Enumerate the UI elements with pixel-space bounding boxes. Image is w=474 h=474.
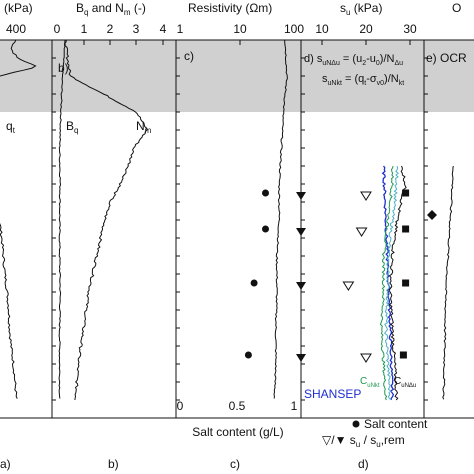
- salt-content-points: [244, 189, 269, 359]
- tick-b-3: 3: [133, 22, 140, 36]
- formula-kt: suNkt = (qt-σv0)/Nkt: [322, 73, 404, 87]
- shansep-label: SHANSEP: [304, 387, 361, 401]
- tick-c-10: 10: [233, 22, 247, 36]
- tick-d-20: 20: [359, 22, 373, 36]
- tick-d-30: 30: [403, 22, 417, 36]
- su-filled-marker: [296, 228, 306, 236]
- bq-label: Bq: [66, 119, 78, 135]
- su-marker: [402, 225, 410, 233]
- legend-salt-text: Salt content: [364, 417, 428, 431]
- tick-c-1: 1: [177, 22, 184, 36]
- ocr-marker: [427, 210, 437, 220]
- cu-ndu-curve: [388, 165, 407, 401]
- legend-salt-dot: [352, 420, 360, 428]
- bottom-axis-label: Salt content (g/L): [192, 425, 283, 439]
- su-marker: [399, 351, 407, 359]
- cu-ndu-label: CuNΔu: [394, 376, 416, 389]
- bottom-label-a: a): [0, 457, 11, 471]
- su-marker: [402, 189, 410, 197]
- qt-curve: [0, 39, 37, 399]
- tick-b-1: 1: [81, 22, 88, 36]
- bottom-axis: 0 0.5 1 Salt content (g/L): [177, 399, 298, 439]
- tick-a-400: 400: [6, 22, 26, 36]
- nm-label: Nm: [136, 119, 152, 135]
- depth-ticks: [52, 57, 428, 401]
- header-d: su (kPa): [340, 1, 382, 17]
- header-a: (kPa): [4, 1, 33, 15]
- qt-label: qt: [6, 119, 16, 135]
- shaded-band: [0, 40, 474, 112]
- legend: Salt content ▽/▼ su / su,rem: [322, 417, 428, 449]
- su-rem-marker: [360, 191, 372, 201]
- resistivity-curve: [273, 40, 288, 399]
- formula-du: d) suNΔu = (u2-u0)/NΔu: [304, 53, 403, 67]
- su-rem-marker: [360, 353, 372, 363]
- su-marker: [402, 279, 410, 287]
- bottom-tick-05: 0.5: [229, 399, 246, 413]
- tick-d-10: 10: [315, 22, 329, 36]
- salt-content-point: [262, 189, 269, 197]
- header-e: O: [452, 1, 461, 15]
- su-markers: [296, 189, 410, 363]
- tick-b-4: 4: [160, 22, 167, 36]
- bottom-tick-0: 0: [177, 399, 184, 413]
- panel-label-c: c): [184, 49, 194, 63]
- header-c: Resistivity (Ωm): [188, 1, 272, 15]
- salt-content-point: [250, 279, 258, 287]
- su-rem-marker: [342, 281, 355, 291]
- tick-b-2: 2: [107, 22, 114, 36]
- su-green-curve: [379, 165, 395, 401]
- cu-nkt-curve: [384, 165, 400, 401]
- bottom-label-d: d): [358, 457, 369, 471]
- tick-c-100: 100: [284, 22, 304, 36]
- cu-nkt-label: CuNkt: [360, 376, 380, 389]
- su-rem-marker: [355, 227, 368, 237]
- panel-label-e: e) OCR: [426, 51, 467, 65]
- tick-b-0: 0: [54, 22, 61, 36]
- bottom-label-b: b): [108, 457, 119, 471]
- bottom-panel-labels: a) b) c) d): [0, 457, 369, 471]
- nm-curve: [63, 39, 148, 401]
- su-filled-marker: [296, 354, 306, 362]
- bottom-tick-1: 1: [291, 399, 298, 413]
- top-tick-labels: 400 0 1 2 3 4 1 10 100 10 20 30: [6, 22, 417, 36]
- ocr-curve: [442, 165, 454, 400]
- legend-su-text: ▽/▼ su / su,rem: [322, 433, 405, 449]
- bq-curve: [58, 39, 66, 399]
- su-formulas: d) suNΔu = (u2-u0)/NΔu suNkt = (qt-σv0)/…: [304, 53, 404, 87]
- bottom-label-c: c): [230, 457, 240, 471]
- tick-marks: [83, 40, 411, 45]
- su-filled-marker: [296, 282, 306, 290]
- salt-content-point: [244, 351, 252, 359]
- header-b: Bq and Nm (-): [76, 1, 146, 17]
- su-filled-marker: [296, 192, 306, 200]
- top-headers: (kPa) Bq and Nm (-) Resistivity (Ωm) su …: [4, 1, 461, 17]
- salt-content-point: [262, 225, 269, 233]
